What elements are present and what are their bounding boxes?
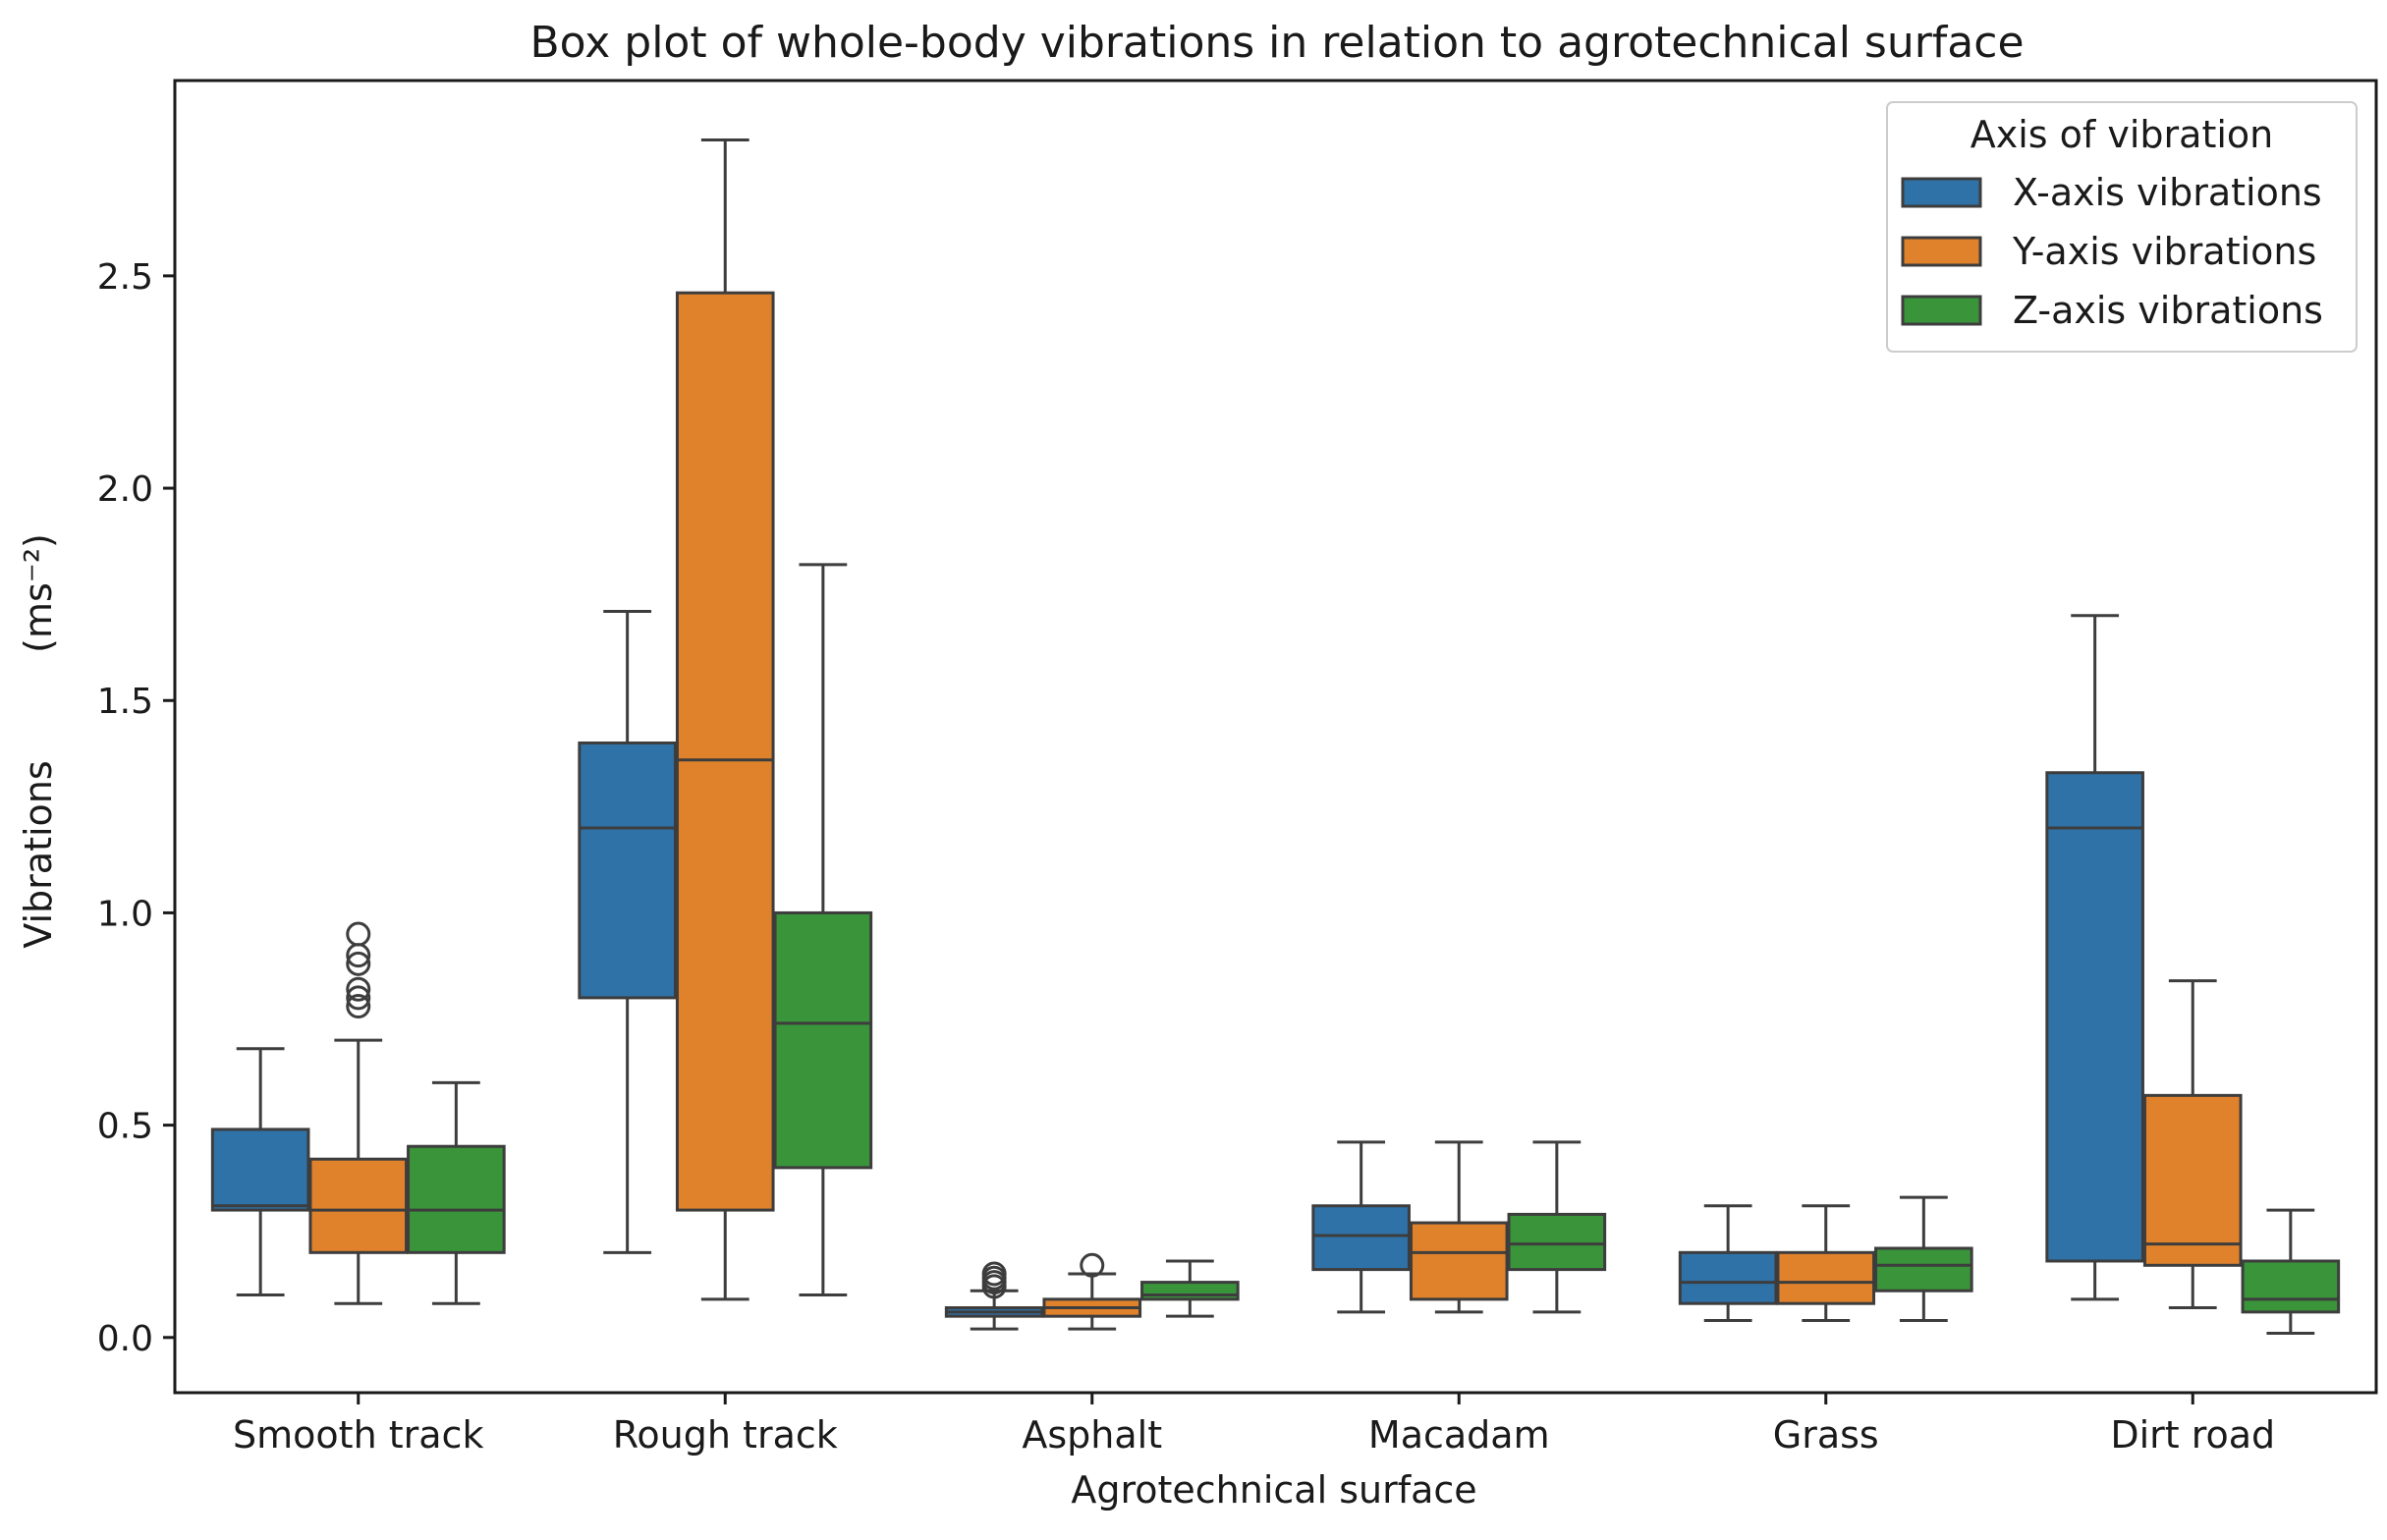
outlier-point <box>346 921 371 947</box>
y-tick-label: 1.0 <box>97 894 153 934</box>
y-axis-unit-label: (ms⁻²) <box>17 533 60 653</box>
box <box>675 291 775 1212</box>
box-group-asphalt-x-axis-vibrations <box>944 1261 1044 1331</box>
plot-area: 0.0 0.5 1.0 1.5 2.0 2.5 Smooth track Rough trac… <box>97 79 2378 1457</box>
x-tick-label-rough-track: Rough track <box>613 1413 838 1457</box>
legend-swatch-y-axis-vibrations <box>1901 236 1982 267</box>
box-group-macadam-x-axis-vibrations <box>1311 1140 1411 1314</box>
y-tick-label: 1.5 <box>97 682 153 722</box>
outlier-point <box>981 1261 1007 1287</box>
box-group-rough-track-z-axis-vibrations <box>773 563 873 1297</box>
box <box>1409 1221 1509 1301</box>
box-group-grass-z-axis-vibrations <box>1874 1195 1973 1322</box>
x-tick-label-smooth-track: Smooth track <box>233 1413 483 1457</box>
box <box>1874 1246 1973 1292</box>
box-group-grass-y-axis-vibrations <box>1776 1204 1876 1322</box>
box-group-macadam-z-axis-vibrations <box>1507 1140 1607 1314</box>
box <box>2045 771 2144 1263</box>
y-tick-label: 2.0 <box>97 469 153 510</box>
box <box>407 1144 506 1254</box>
legend-label-z-axis-vibrations: Z-axis vibrations <box>2013 289 2323 332</box>
box-group-asphalt-z-axis-vibrations <box>1140 1259 1240 1318</box>
box-group-macadam-y-axis-vibrations <box>1409 1140 1509 1314</box>
box <box>1311 1204 1411 1272</box>
box-group-grass-x-axis-vibrations <box>1678 1204 1778 1322</box>
box-group-rough-track-x-axis-vibrations <box>578 609 677 1254</box>
box <box>210 1128 310 1212</box>
outlier-point <box>1080 1252 1105 1278</box>
box <box>1776 1250 1876 1305</box>
y-tick-label: 0.0 <box>97 1319 153 1359</box>
x-tick-label-dirt-road: Dirt road <box>2110 1413 2275 1457</box>
box-group-smooth-track-x-axis-vibrations <box>210 1047 310 1297</box>
outlier-point <box>346 951 371 976</box>
box-group-smooth-track-y-axis-vibrations <box>308 921 409 1305</box>
x-tick-label-grass: Grass <box>1773 1413 1879 1457</box>
legend-swatch-z-axis-vibrations <box>1901 295 1982 326</box>
box-group-smooth-track-z-axis-vibrations <box>407 1080 506 1305</box>
y-tick-label: 2.5 <box>97 257 153 298</box>
plot-frame <box>173 79 2378 1395</box>
x-tick-label-asphalt: Asphalt <box>1022 1413 1162 1457</box>
y-axis-label: Vibrations <box>17 760 60 948</box>
box <box>1507 1212 1607 1272</box>
box <box>2142 1093 2243 1267</box>
legend-swatch-x-axis-vibrations <box>1901 177 1982 208</box>
legend-title: Axis of vibration <box>1971 113 2274 156</box>
box <box>773 910 873 1170</box>
outlier-point <box>346 994 371 1019</box>
y-tick-label: 0.5 <box>97 1107 153 1147</box>
box-group-rough-track-y-axis-vibrations <box>675 138 775 1301</box>
box <box>1140 1281 1240 1301</box>
box-group-dirt-road-z-axis-vibrations <box>2241 1208 2341 1335</box>
box <box>578 741 677 1000</box>
chart-title: Box plot of whole-body vibrations in rel… <box>529 18 2024 68</box>
box-group-dirt-road-y-axis-vibrations <box>2142 979 2243 1310</box>
x-tick-label-macadam: Macadam <box>1368 1413 1550 1457</box>
outlier-point <box>346 976 371 1002</box>
box-group-dirt-road-x-axis-vibrations <box>2045 614 2144 1301</box>
legend-label-y-axis-vibrations: Y-axis vibrations <box>2012 230 2316 273</box>
legend-label-x-axis-vibrations: X-axis vibrations <box>2013 171 2322 214</box>
legend: Axis of vibration X-axis vibrations Y-axi… <box>1886 101 2358 353</box>
box <box>1678 1250 1778 1305</box>
x-axis-label: Agrotechnical surface <box>1071 1468 1476 1512</box>
box <box>308 1157 409 1254</box>
outlier-point <box>346 985 371 1011</box>
box-group-asphalt-y-axis-vibrations <box>1042 1252 1142 1331</box>
box <box>2241 1259 2341 1314</box>
legend-frame <box>1886 101 2358 353</box>
